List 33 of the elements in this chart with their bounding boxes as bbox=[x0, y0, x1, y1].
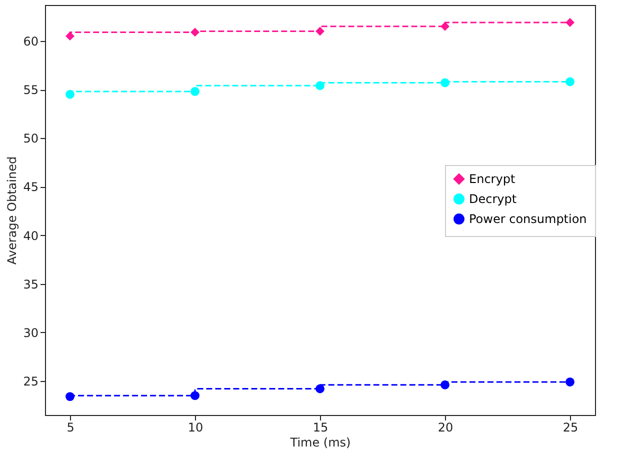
point bbox=[440, 22, 450, 31]
y-tick-label: 60 bbox=[23, 34, 38, 48]
y-tick-label: 45 bbox=[23, 180, 38, 194]
point bbox=[440, 380, 450, 390]
x-tick-label: 15 bbox=[312, 420, 328, 434]
y-tick-label: 25 bbox=[23, 374, 38, 388]
point bbox=[316, 26, 324, 36]
legend-label: Encrypt bbox=[469, 172, 516, 186]
point bbox=[190, 28, 200, 37]
y-tick-label: 30 bbox=[23, 326, 38, 340]
legend-label: Decrypt bbox=[469, 192, 517, 206]
point bbox=[66, 392, 74, 402]
y-tick-label: 55 bbox=[23, 83, 38, 98]
point bbox=[566, 18, 574, 27]
point bbox=[566, 77, 574, 86]
point bbox=[316, 384, 324, 394]
point bbox=[440, 78, 450, 88]
legend-label: Power consumption bbox=[469, 212, 587, 226]
x-axis-title: Time (ms) bbox=[289, 436, 351, 450]
x-tick-label: 10 bbox=[188, 420, 204, 434]
point bbox=[190, 391, 200, 400]
y-tick-label: 35 bbox=[23, 277, 38, 292]
point bbox=[190, 87, 200, 96]
y-tick-label: 50 bbox=[23, 132, 38, 146]
x-tick-label: 20 bbox=[438, 420, 454, 434]
point bbox=[66, 32, 74, 41]
x-tick-label: 5 bbox=[66, 420, 74, 434]
x-tick-label: 25 bbox=[562, 420, 578, 434]
y-tick-label: 40 bbox=[23, 228, 38, 243]
point bbox=[316, 81, 324, 90]
point bbox=[566, 378, 574, 386]
y-axis-title: Average Obtained bbox=[5, 156, 20, 265]
point bbox=[66, 90, 74, 99]
